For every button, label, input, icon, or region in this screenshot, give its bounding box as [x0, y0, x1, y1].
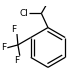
- Text: F: F: [1, 43, 7, 52]
- Text: Cl: Cl: [48, 0, 57, 2]
- Text: Cl: Cl: [19, 9, 28, 18]
- Text: F: F: [11, 25, 16, 34]
- Text: F: F: [14, 56, 19, 65]
